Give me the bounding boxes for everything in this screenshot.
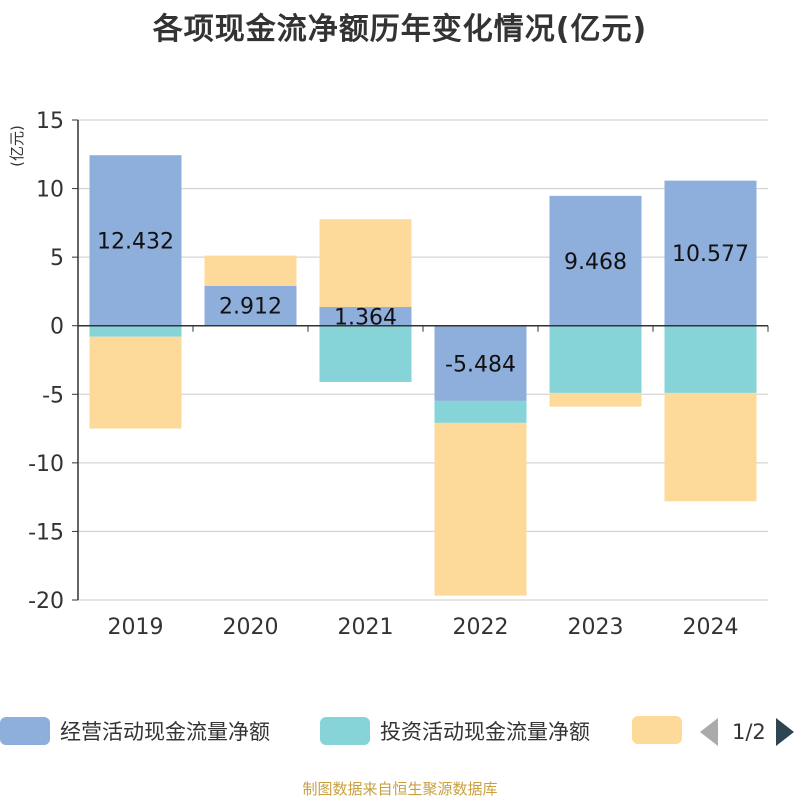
bar-operating-2022 [434,325,527,401]
bar-financing-2024 [664,392,757,502]
bar-operating-2019 [89,155,182,326]
legend-item-financing[interactable] [632,716,682,744]
bar-investing-2022 [434,400,527,423]
y-tick-label: 10 [36,178,64,203]
bar-operating-2024 [664,180,757,326]
chart-title: 各项现金流净额历年变化情况(亿元) [152,12,648,47]
data-label-2022: -5.484 [445,352,516,377]
data-label-2020: 2.912 [219,295,282,320]
x-tick-label: 2023 [568,615,624,640]
bar-financing-2021 [319,219,412,308]
data-label-2023: 9.468 [564,250,627,275]
x-tick-label: 2024 [683,615,739,640]
legend-swatch-investing [320,717,370,745]
bar-operating-2021 [319,307,412,326]
x-tick-label: 2020 [223,615,279,640]
y-tick-label: -10 [28,452,64,477]
chart-plot: 15 10 5 0 -5 -10 -15 -20 (亿元) 2019 2020 2021 2022 202… [8,109,769,640]
bar-financing-2022 [434,422,527,596]
y-tick-label: -5 [42,383,64,408]
bar-investing-2021 [319,325,412,382]
bar-financing-2023 [549,392,642,407]
y-tick-label: 5 [50,246,64,271]
pager-prev-icon[interactable] [700,718,718,746]
y-tick-label: 15 [36,109,64,134]
bar-operating-2020 [204,285,297,326]
legend: 经营活动现金流量净额 投资活动现金流量净额 1/2 [0,716,800,752]
bar-financing-2020 [204,255,297,286]
data-label-2019: 12.432 [97,229,174,254]
data-label-2024: 10.577 [672,242,749,267]
legend-item-operating[interactable]: 经营活动现金流量净额 [0,716,270,746]
bar-financing-2019 [89,336,182,429]
legend-label-operating: 经营活动现金流量净额 [60,720,270,744]
pager-text: 1/2 [732,720,766,744]
legend-swatch-operating [0,717,50,745]
bar-operating-2023 [549,195,642,326]
y-axis-unit: (亿元) [8,125,26,167]
bar-investing-2019 [89,325,182,337]
y-tick-label: -20 [28,589,64,614]
x-tick-label: 2022 [453,615,509,640]
bar-investing-2023 [549,325,642,393]
bar-investing-2024 [664,325,757,393]
y-tick-label: 0 [50,315,64,340]
legend-swatch-financing [632,716,682,744]
legend-pager: 1/2 [700,718,794,746]
legend-label-investing: 投资活动现金流量净额 [380,720,590,744]
x-tick-label: 2019 [108,615,164,640]
pager-next-icon[interactable] [775,718,794,746]
source-note: 制图数据来自恒生聚源数据库 [302,780,498,798]
x-tick-label: 2021 [338,615,394,640]
data-label-2021: 1.364 [334,305,397,330]
legend-item-investing[interactable]: 投资活动现金流量净额 [320,716,590,746]
y-tick-label: -15 [28,520,64,545]
